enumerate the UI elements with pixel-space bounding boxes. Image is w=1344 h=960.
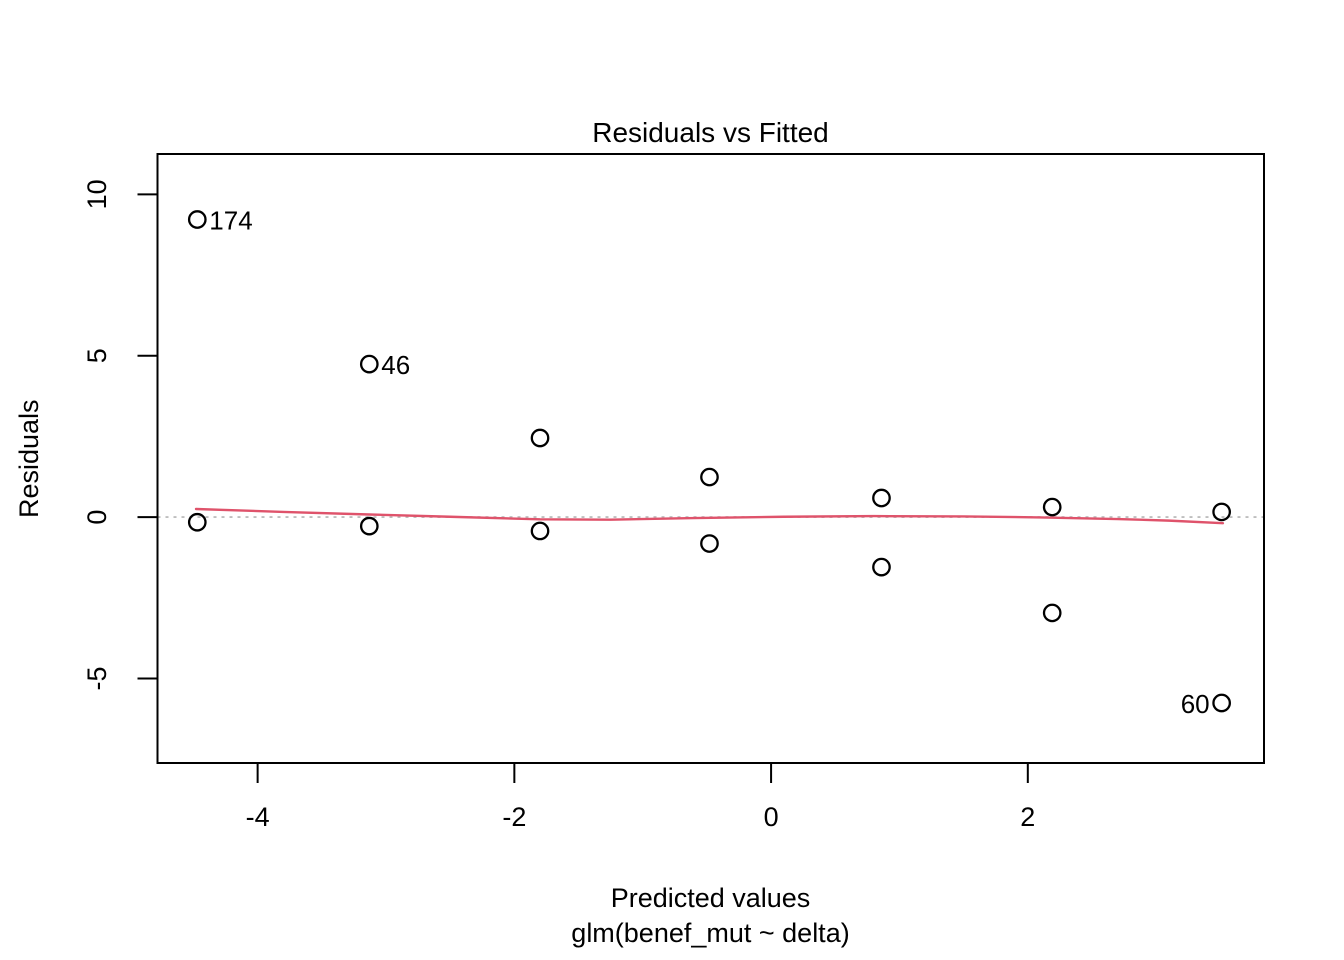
data-point [1042,497,1062,517]
model-formula-label: glm(benef_mut ~ delta) [571,918,850,948]
y-tick-label: 10 [82,179,112,209]
data-point [359,354,379,374]
data-point [1042,603,1062,623]
x-tick-label: -4 [246,802,270,832]
data-point [187,512,207,532]
point-label: 60 [1181,689,1210,719]
x-axis-label: Predicted values [610,883,811,913]
chart-title: Residuals vs Fitted [592,117,829,148]
data-point [872,488,891,508]
data-point [1212,693,1231,713]
x-tick-label: 2 [1020,802,1035,832]
plot-border [156,153,1265,764]
y-tick-label: 5 [82,348,112,363]
data-point [700,467,719,487]
data-point [700,534,719,553]
point-label: 174 [209,206,252,236]
y-axis-label: Residuals [14,399,44,518]
data-point [187,210,207,229]
data-point [530,521,550,541]
lowess-smooth-line [194,507,1225,525]
y-tick-label: 0 [82,510,112,525]
data-point [872,557,891,577]
x-tick-label: -2 [502,802,526,832]
data-point [530,428,550,448]
data-point [1212,502,1231,522]
point-label: 46 [381,350,410,380]
y-tick-label: -5 [82,666,112,690]
data-point [359,516,379,536]
x-tick-label: 0 [764,802,779,832]
